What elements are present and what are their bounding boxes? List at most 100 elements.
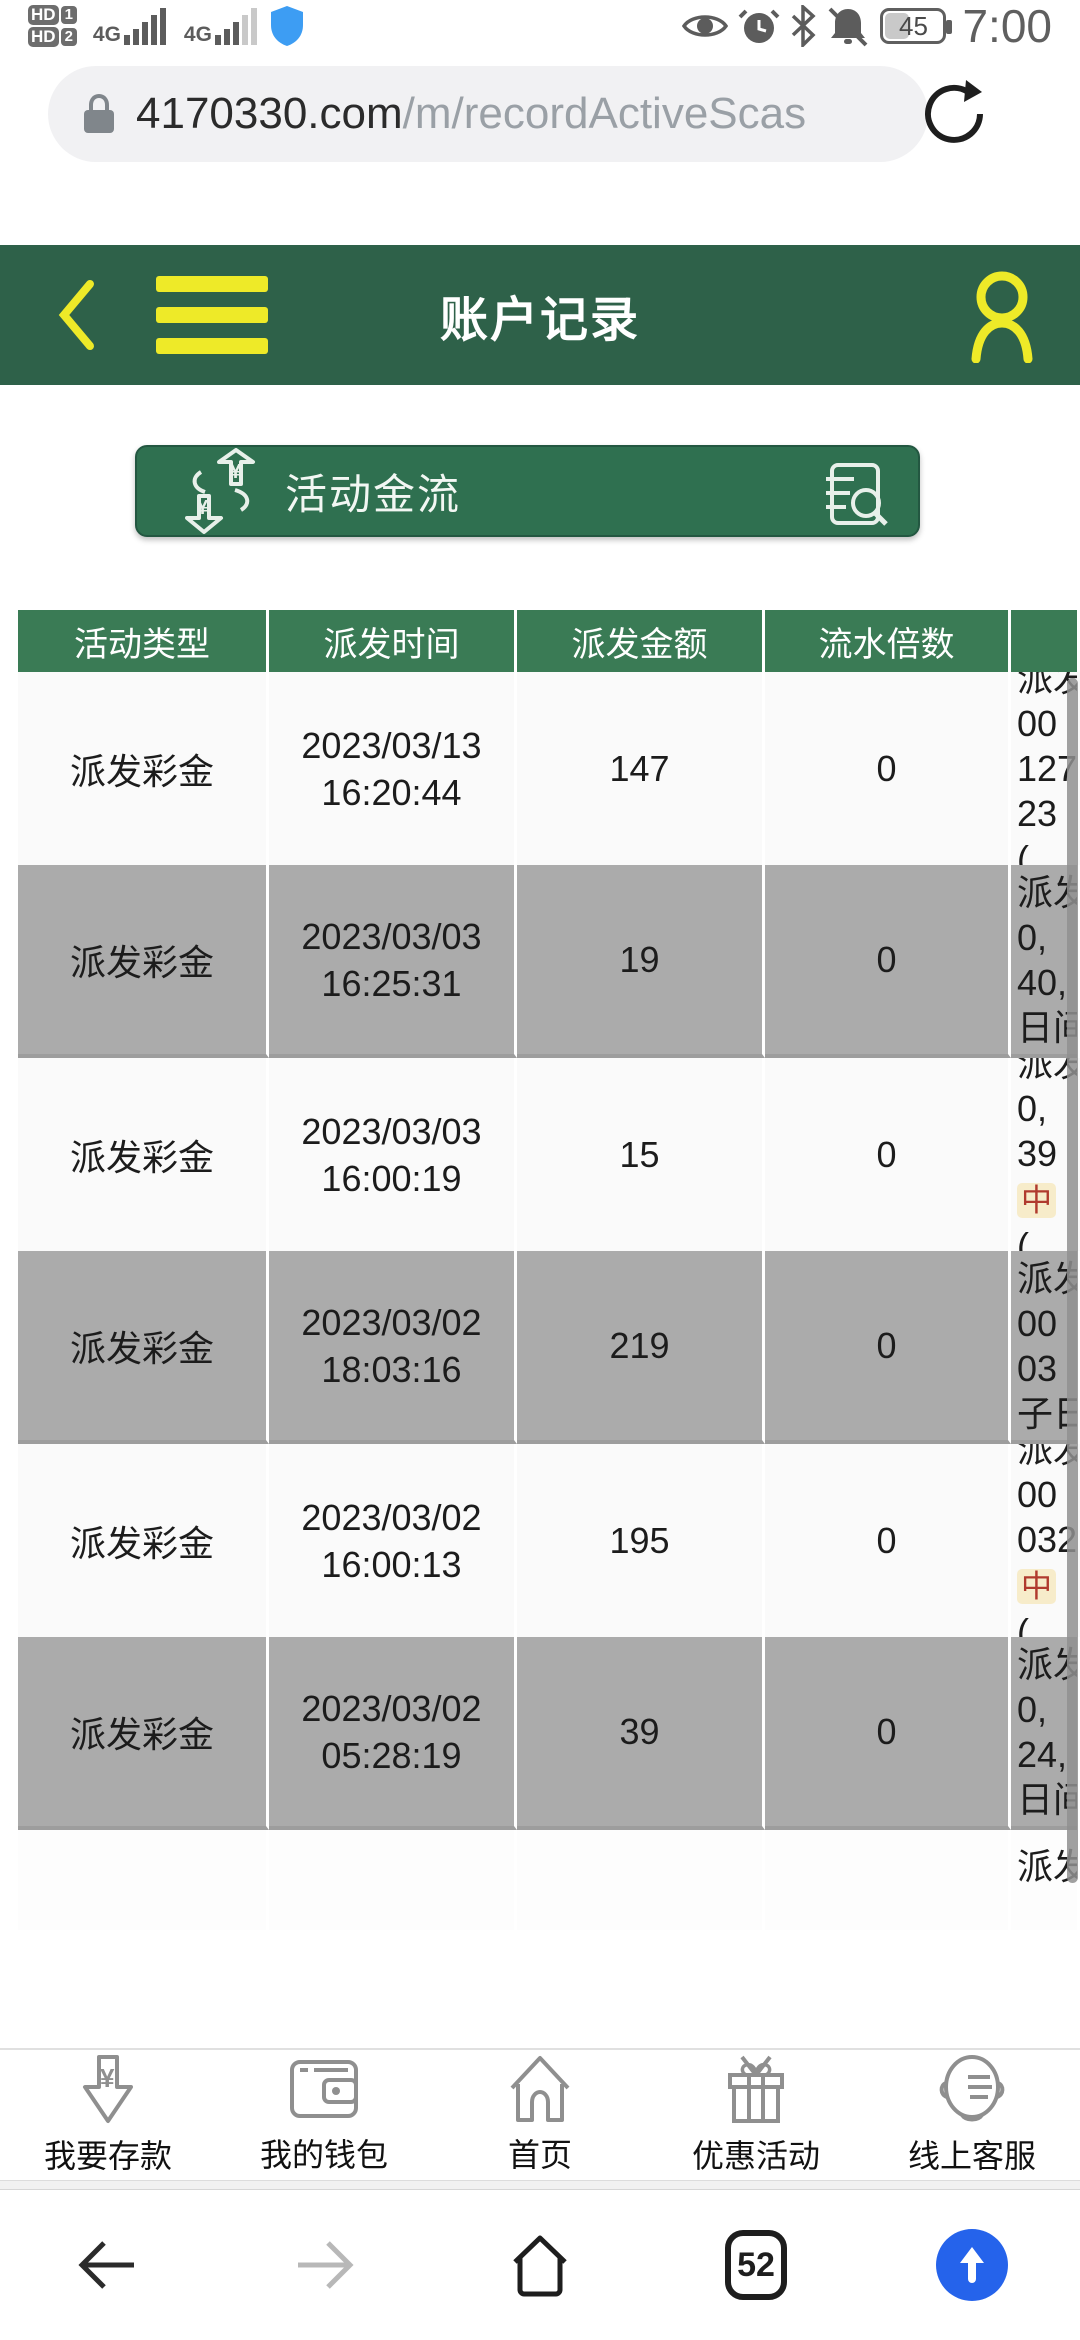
cell-amount: 19 xyxy=(517,865,765,1058)
deposit-icon: ¥ xyxy=(83,2055,133,2123)
status-left: HD 1 HD 2 4G 4G xyxy=(28,5,305,47)
cell-multiplier: 0 xyxy=(765,1251,1011,1444)
cell-type: 派发彩金 xyxy=(18,865,269,1058)
back-arrow-icon xyxy=(78,2241,134,2289)
tab-count-box: 52 xyxy=(725,2230,787,2300)
alarm-icon xyxy=(739,9,780,43)
hd1-sim: 1 xyxy=(60,6,77,24)
cell-multiplier: 0 xyxy=(765,1058,1011,1251)
activity-flow-banner[interactable]: ¥ ¥ 活动金流 xyxy=(135,445,920,537)
url-text: 4170330.com/m/recordActiveScas xyxy=(136,89,806,139)
svg-text:¥: ¥ xyxy=(230,461,242,483)
nav-label: 优惠活动 xyxy=(691,2138,820,2174)
browser-forward-button[interactable] xyxy=(216,2233,432,2297)
url-bar[interactable]: 4170330.com/m/recordActiveScas xyxy=(48,66,928,162)
up-arrow-circle-icon xyxy=(936,2229,1008,2301)
eye-protection-icon xyxy=(682,15,729,37)
tab-count: 52 xyxy=(737,2245,775,2284)
hd1-badge: HD 1 xyxy=(28,5,77,25)
table-scrollbar[interactable] xyxy=(1067,678,1078,1883)
browser-tabs-button[interactable]: 52 xyxy=(648,2230,864,2300)
table-row: 派发彩金 2023/03/02 18:03:16 219 0 派发 00 03 … xyxy=(18,1251,1080,1444)
cell-date: 2023/03/03 16:25:31 xyxy=(269,865,517,1058)
browser-home-icon xyxy=(513,2235,567,2297)
table-row-partial: 派发 xyxy=(18,1830,1080,1930)
hd1-label: HD xyxy=(28,5,59,25)
cell-remark-clipped: 派发 0, 40, 日间 xyxy=(1011,865,1077,1058)
bell-muted-icon xyxy=(829,7,868,47)
svg-text:¥: ¥ xyxy=(197,497,209,519)
battery-icon: 45 xyxy=(880,8,953,44)
nav-label: 我要存款 xyxy=(43,2138,172,2174)
url-path: /m/recordActiveScas xyxy=(402,89,807,138)
cell-amount: 195 xyxy=(517,1444,765,1637)
customer-service-icon xyxy=(939,2055,1005,2122)
cell-date: 2023/03/13 16:20:44 xyxy=(269,672,517,865)
table-header-row: 活动类型 派发时间 派发金额 流水倍数 xyxy=(18,610,1080,672)
table-row: 派发彩金 2023/03/02 05:28:19 39 0 派发 0, 24, … xyxy=(18,1637,1080,1830)
back-chevron-icon[interactable] xyxy=(56,278,96,352)
user-profile-icon[interactable] xyxy=(964,267,1040,363)
header-remark-clipped xyxy=(1011,610,1077,672)
cell-date: 2023/03/02 18:03:16 xyxy=(269,1251,517,1444)
network2-label: 4G xyxy=(183,23,212,46)
menu-hamburger-icon[interactable] xyxy=(156,276,268,354)
cell-multiplier: 0 xyxy=(765,1637,1011,1830)
cell-amount: 15 xyxy=(517,1058,765,1251)
signal-bars-2-icon xyxy=(214,8,257,45)
records-table[interactable]: 活动类型 派发时间 派发金额 流水倍数 派发彩金 2023/03/13 16:2… xyxy=(18,610,1080,1930)
table-row: 派发彩金 2023/03/03 16:00:19 15 0 派发 0, 39 中… xyxy=(18,1058,1080,1251)
clock-text: 7:00 xyxy=(962,0,1052,52)
cell-type: 派发彩金 xyxy=(18,1637,269,1830)
money-transfer-icon: ¥ ¥ xyxy=(185,448,255,534)
nav-label: 我的钱包 xyxy=(259,2137,388,2173)
browser-back-button[interactable] xyxy=(0,2233,216,2297)
scroll-to-top-button[interactable] xyxy=(864,2229,1080,2301)
gift-icon xyxy=(728,2055,784,2123)
nav-item-promotions[interactable]: 优惠活动 xyxy=(648,2050,864,2180)
wallet-icon xyxy=(290,2060,358,2118)
status-bar: HD 1 HD 2 4G 4G xyxy=(0,0,1080,52)
browser-home-button[interactable] xyxy=(432,2232,648,2298)
header-dispatch-time: 派发时间 xyxy=(269,610,517,672)
divider xyxy=(0,2180,1080,2190)
app-header: 账户记录 xyxy=(0,245,1080,385)
lock-icon xyxy=(84,93,114,133)
cell-date: 2023/03/03 16:00:19 xyxy=(269,1058,517,1251)
battery-nub xyxy=(946,20,953,34)
nav-item-deposit[interactable]: ¥ 我要存款 xyxy=(0,2050,216,2180)
site-footer-nav: ¥ 我要存款 我的钱包 首页 xyxy=(0,2048,1080,2180)
nav-label: 线上客服 xyxy=(907,2138,1036,2174)
time-line: 16:20:44 xyxy=(321,771,462,813)
refresh-icon[interactable] xyxy=(918,78,990,150)
cell-type: 派发彩金 xyxy=(18,672,269,865)
cell-multiplier: 0 xyxy=(765,865,1011,1058)
svg-text:¥: ¥ xyxy=(100,2063,115,2093)
nav-item-home[interactable]: 首页 xyxy=(432,2050,648,2180)
status-right: 45 7:00 xyxy=(682,0,1052,53)
cell-amount: 39 xyxy=(517,1637,765,1830)
hd2-label: HD xyxy=(28,27,59,47)
cell-remark-clipped: 派发 00 127 23 ( xyxy=(1017,672,1077,865)
cell-type: 派发彩金 xyxy=(18,1444,269,1637)
signal-bars-1-icon xyxy=(123,8,166,45)
browser-url-row: 4170330.com/m/recordActiveScas xyxy=(0,52,1080,178)
header-dispatch-amount: 派发金额 xyxy=(517,610,765,672)
header-activity-type: 活动类型 xyxy=(18,610,269,672)
date-line: 2023/03/13 xyxy=(301,724,482,766)
bluetooth-icon xyxy=(792,5,817,47)
nav-item-customer-service[interactable]: 线上客服 xyxy=(864,2050,1080,2180)
banner-label: 活动金流 xyxy=(285,470,462,518)
page-title: 账户记录 xyxy=(439,294,640,347)
cell-amount: 219 xyxy=(517,1251,765,1444)
hd2-sim: 2 xyxy=(60,28,77,46)
browser-toolbar: 52 xyxy=(0,2190,1080,2340)
table-row: 派发彩金 2023/03/13 16:20:44 147 0 派发 00 127… xyxy=(18,672,1080,865)
mahjong-tile-icon: 中 xyxy=(1017,1176,1056,1223)
signal-sim1: 4G xyxy=(93,7,168,45)
cell-multiplier: 0 xyxy=(765,672,1011,865)
nav-item-wallet[interactable]: 我的钱包 xyxy=(216,2050,432,2180)
hd2-badge: HD 2 xyxy=(28,27,77,47)
network1-label: 4G xyxy=(92,23,121,46)
